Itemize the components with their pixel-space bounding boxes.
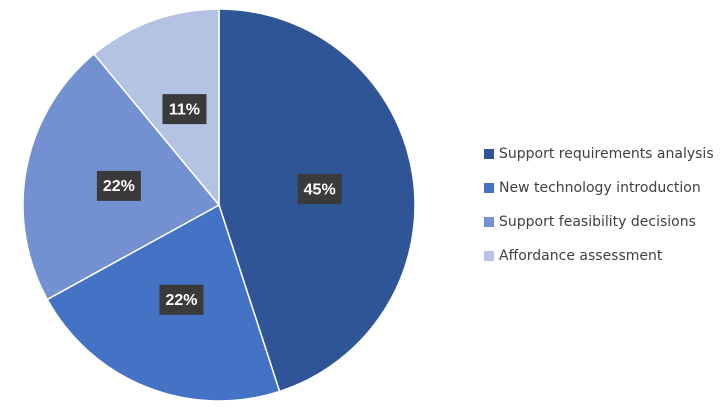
pie-data-label-box	[297, 174, 342, 205]
legend-label: Support requirements analysis	[499, 145, 714, 162]
legend-label: New technology introduction	[499, 179, 701, 196]
pie-data-label-text: 22%	[165, 292, 197, 309]
legend-item-affordance-assessment: Affordance assessment	[484, 247, 714, 264]
pie-data-labels: 45% 22% 22% 11%	[96, 94, 342, 315]
pie-data-label-box	[159, 284, 204, 315]
pie-data-label-text: 22%	[103, 178, 135, 195]
pie-data-label-box	[96, 170, 141, 201]
legend-item-new-technology-introduction: New technology introduction	[484, 179, 714, 196]
legend-label: Affordance assessment	[499, 247, 663, 264]
legend: Support requirements analysis New techno…	[484, 145, 714, 281]
pie-slice-affordance-assessment	[93, 8, 220, 208]
pie-data-label: 22%	[96, 170, 141, 201]
pie-data-label-text: 11%	[169, 101, 200, 118]
pie-data-label: 22%	[159, 284, 204, 315]
legend-label: Support feasibility decisions	[499, 213, 696, 230]
legend-swatch	[484, 250, 494, 261]
legend-swatch	[484, 148, 494, 159]
legend-swatch	[484, 216, 494, 227]
pie-data-label-text: 45%	[304, 181, 336, 198]
pie-data-label: 45%	[297, 174, 342, 205]
legend-item-support-requirements-analysis: Support requirements analysis	[484, 145, 714, 162]
pie-data-label: 11%	[162, 94, 207, 125]
pie-slices	[22, 8, 416, 402]
pie-data-label-box	[162, 94, 207, 125]
legend-item-support-feasibility-decisions: Support feasibility decisions	[484, 213, 714, 230]
legend-swatch	[484, 182, 494, 193]
